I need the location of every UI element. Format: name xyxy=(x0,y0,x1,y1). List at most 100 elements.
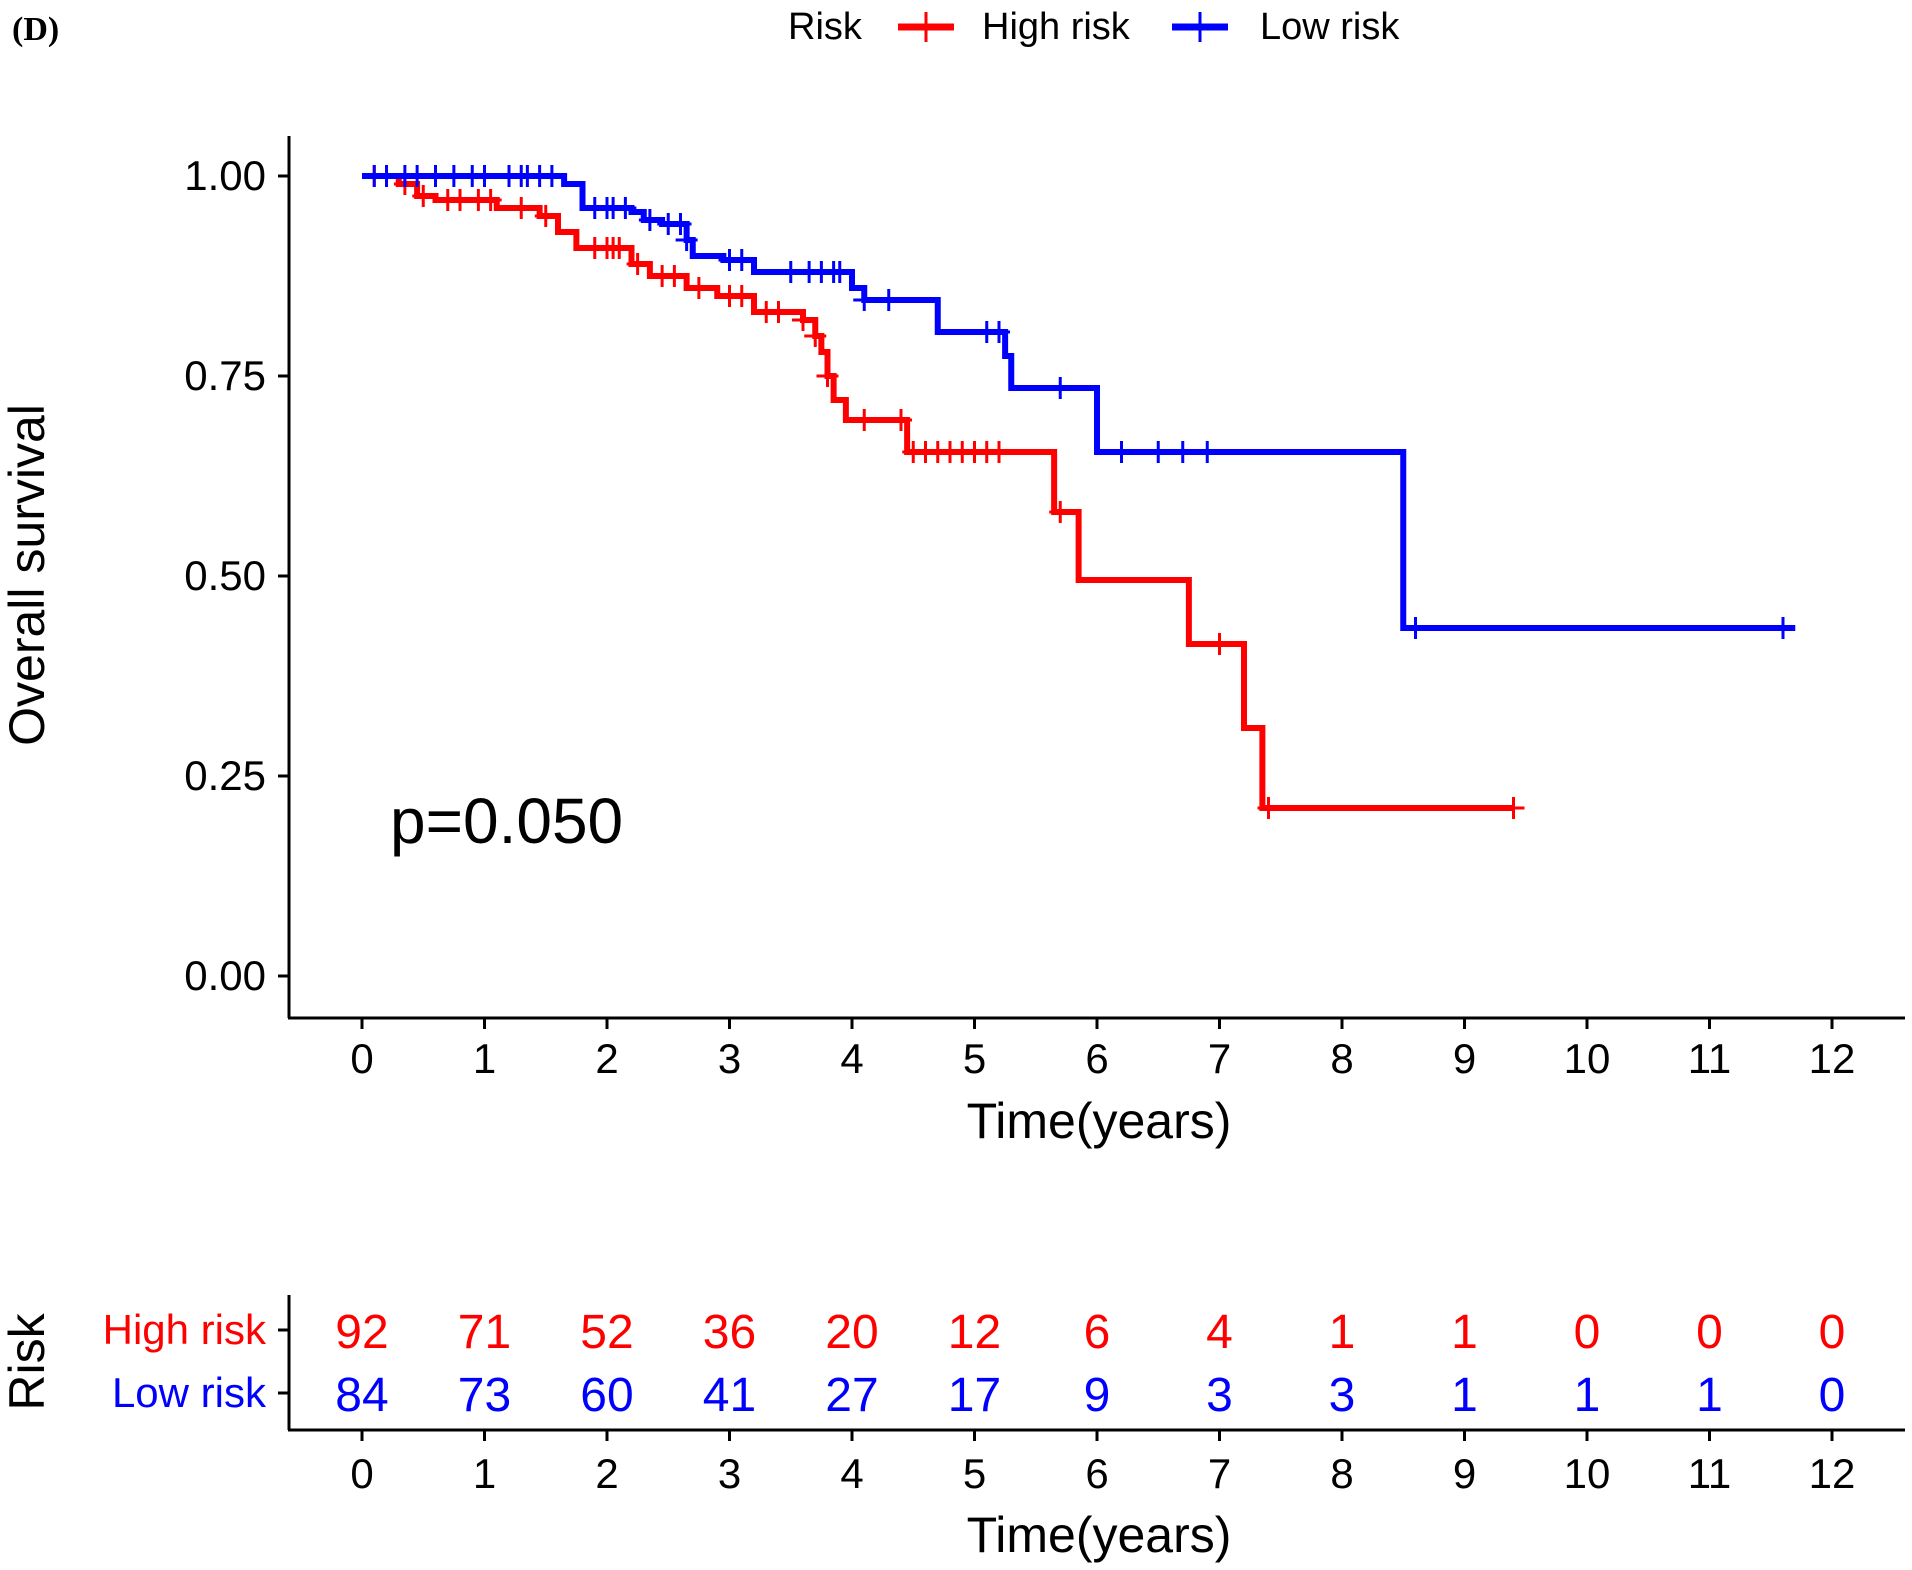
censor-mark-high-risk xyxy=(412,185,435,207)
table-x-tick-label: 9 xyxy=(1453,1450,1476,1497)
y-tick-label: 0.75 xyxy=(184,352,266,399)
censor-mark-low-risk xyxy=(1772,617,1794,639)
table-row-label-high-risk: High risk xyxy=(103,1306,267,1353)
x-tick-label: 1 xyxy=(473,1035,496,1082)
table-cell-low-risk: 9 xyxy=(1084,1369,1111,1422)
censor-mark-high-risk xyxy=(626,253,649,275)
table-cell-low-risk: 1 xyxy=(1696,1369,1723,1422)
censor-mark-low-risk xyxy=(1196,441,1219,463)
x-tick-label: 9 xyxy=(1453,1035,1476,1082)
legend: Risk High risk Low risk xyxy=(788,6,1400,48)
censor-mark-high-risk xyxy=(816,365,839,387)
table-cell-high-risk: 92 xyxy=(335,1306,388,1359)
table-cell-high-risk: 6 xyxy=(1084,1306,1111,1359)
censor-mark-low-risk xyxy=(638,209,661,231)
table-row-labels: High risk Low risk xyxy=(103,1306,289,1416)
censor-mark-high-risk xyxy=(804,325,827,347)
table-y-axis-title: Risk xyxy=(0,1312,55,1410)
table-x-tick-label: 0 xyxy=(350,1450,373,1497)
censor-mark-high-risk xyxy=(1208,633,1231,655)
survival-curves xyxy=(362,165,1796,819)
table-x-tick-label: 7 xyxy=(1208,1450,1231,1497)
table-row-label-low-risk: Low risk xyxy=(112,1369,267,1416)
censor-mark-low-risk xyxy=(988,321,1010,343)
table-x-tick-label: 12 xyxy=(1809,1450,1856,1497)
y-axis-title: Overall survival xyxy=(0,404,55,746)
censor-mark-low-risk xyxy=(1171,441,1194,463)
censor-mark-high-risk xyxy=(1257,797,1280,819)
km-plot: 0.000.250.500.751.00 0 1 2 3 4 5 6 7 8 9 10 11 12 p=… xyxy=(0,136,1905,1149)
y-tick-label: 0.00 xyxy=(184,952,266,999)
table-cell-low-risk: 73 xyxy=(458,1369,511,1422)
table-x-tick-label: 3 xyxy=(718,1450,741,1497)
table-cells: 92 71 52 36 20 12 6 4 1 1 0 0 084 73 60 41 27 17 9 3 3 1 1 1 0 xyxy=(335,1306,1845,1422)
table-x-tick-label: 6 xyxy=(1085,1450,1108,1497)
x-axis-title: Time(years) xyxy=(967,1093,1232,1149)
censor-mark-high-risk xyxy=(687,277,710,299)
censor-mark-high-risk xyxy=(988,441,1010,463)
censor-mark-low-risk xyxy=(442,165,465,187)
table-x-ticks: 0 1 2 3 4 5 6 7 8 9 10 11 12 xyxy=(350,1430,1855,1497)
censor-mark-low-risk xyxy=(473,165,496,187)
survival-curve-high-risk xyxy=(362,173,1514,811)
panel-label: (D) xyxy=(12,11,59,48)
x-tick-label: 4 xyxy=(840,1035,863,1082)
censor-mark-high-risk xyxy=(730,285,753,307)
table-cell-high-risk: 52 xyxy=(580,1306,633,1359)
x-tick-label: 7 xyxy=(1208,1035,1231,1082)
y-tick-label: 1.00 xyxy=(184,152,266,199)
table-x-tick-label: 8 xyxy=(1330,1450,1353,1497)
table-x-tick-label: 5 xyxy=(963,1450,986,1497)
table-x-tick-label: 10 xyxy=(1564,1450,1611,1497)
censor-mark-high-risk xyxy=(792,309,814,331)
censor-mark-low-risk xyxy=(779,261,802,283)
censor-mark-high-risk xyxy=(510,197,533,219)
table-cell-low-risk: 17 xyxy=(948,1369,1001,1422)
censor-mark-low-risk xyxy=(1147,441,1170,463)
legend-title: Risk xyxy=(788,6,863,48)
table-x-axis-title: Time(years) xyxy=(967,1507,1232,1563)
censor-mark-high-risk xyxy=(479,189,502,211)
table-cell-low-risk: 0 xyxy=(1819,1369,1846,1422)
table-cell-low-risk: 3 xyxy=(1329,1369,1356,1422)
table-cell-low-risk: 84 xyxy=(335,1369,388,1422)
censor-mark-low-risk xyxy=(828,261,851,283)
censor-mark-low-risk xyxy=(675,229,698,251)
censor-mark-low-risk xyxy=(1049,377,1072,399)
table-cell-high-risk: 71 xyxy=(458,1306,511,1359)
censor-mark-low-risk xyxy=(614,197,637,219)
x-tick-label: 10 xyxy=(1564,1035,1611,1082)
table-cell-low-risk: 27 xyxy=(825,1369,878,1422)
legend-label-low-risk: Low risk xyxy=(1260,6,1400,48)
censor-mark-high-risk xyxy=(608,237,631,259)
censor-mark-high-risk xyxy=(1502,797,1525,819)
censor-mark-low-risk xyxy=(877,289,900,311)
y-tick-label: 0.50 xyxy=(184,552,266,599)
censor-mark-low-risk xyxy=(730,249,753,271)
x-tick-label: 3 xyxy=(718,1035,741,1082)
table-cell-low-risk: 3 xyxy=(1206,1369,1233,1422)
table-cell-high-risk: 20 xyxy=(825,1306,878,1359)
legend-key-high-risk xyxy=(898,12,954,42)
table-x-tick-label: 11 xyxy=(1688,1450,1732,1497)
table-cell-high-risk: 1 xyxy=(1329,1306,1356,1359)
x-tick-label: 8 xyxy=(1330,1035,1353,1082)
censor-mark-high-risk xyxy=(1049,501,1072,523)
y-tick-label: 0.25 xyxy=(184,752,266,799)
table-cell-low-risk: 41 xyxy=(703,1369,756,1422)
x-tick-label: 2 xyxy=(595,1035,618,1082)
censor-mark-low-risk xyxy=(424,165,447,187)
table-cell-high-risk: 0 xyxy=(1696,1306,1723,1359)
x-ticks: 0 1 2 3 4 5 6 7 8 9 10 11 12 xyxy=(350,1018,1855,1082)
table-cell-low-risk: 60 xyxy=(580,1369,633,1422)
table-cell-high-risk: 0 xyxy=(1819,1306,1846,1359)
table-cell-high-risk: 4 xyxy=(1206,1306,1233,1359)
censor-mark-low-risk xyxy=(669,213,692,235)
censor-mark-high-risk xyxy=(663,265,686,287)
censor-mark-low-risk xyxy=(853,289,876,311)
censor-mark-high-risk xyxy=(853,409,876,431)
legend-label-high-risk: High risk xyxy=(982,6,1131,48)
y-ticks: 0.00 0.25 0.50 0.75 1.00 xyxy=(184,152,289,999)
